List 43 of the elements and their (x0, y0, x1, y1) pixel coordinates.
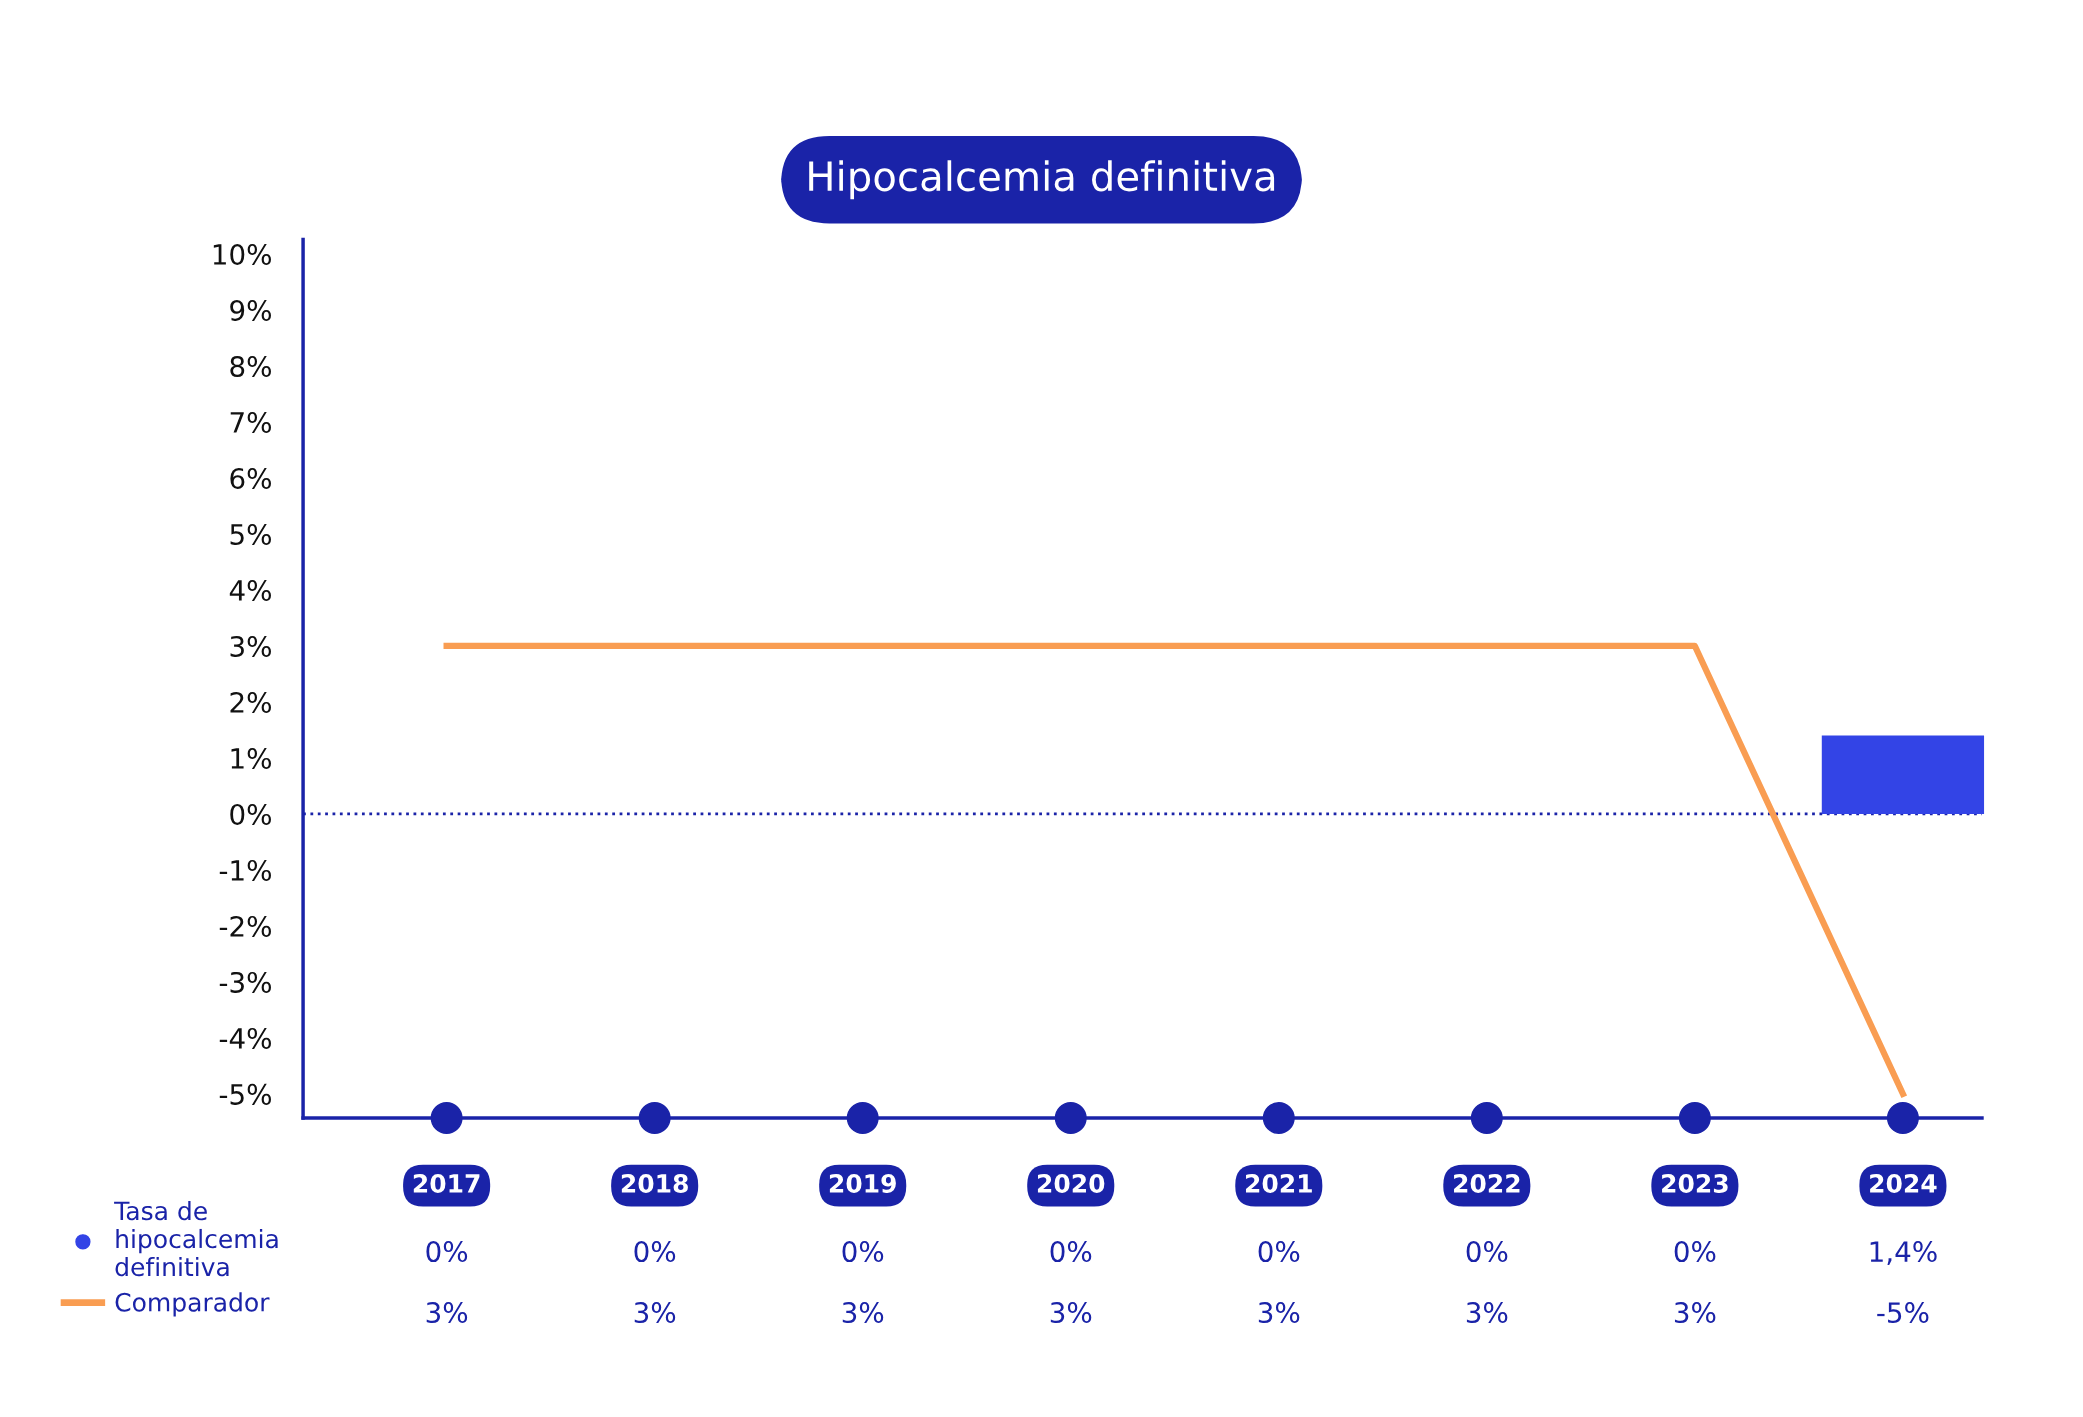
y-tick-label: 7% (230, 411, 271, 433)
data-label: 0% (1050, 1241, 1092, 1263)
x-tick-label: 2020 (1037, 1174, 1105, 1193)
data-label: 3% (842, 1302, 884, 1324)
x-tick-label: 2023 (1662, 1174, 1728, 1193)
data-label: 1,4% (1870, 1241, 1937, 1265)
y-tick-label: 0% (230, 803, 271, 825)
data-label: 0% (842, 1241, 884, 1263)
y-tick-label: 8% (230, 355, 271, 377)
data-label: 3% (1674, 1302, 1716, 1324)
data-label: 0% (1466, 1241, 1508, 1263)
y-tick-label: -5% (219, 1083, 271, 1105)
chart-title: Hipocalcemia definitiva (809, 160, 1275, 200)
y-tick-label: 4% (229, 579, 271, 601)
data-label: 3% (1258, 1302, 1300, 1324)
y-tick-label: -2% (219, 915, 271, 937)
data-label: 0% (1258, 1241, 1300, 1263)
data-label: 3% (426, 1302, 468, 1324)
y-tick-label: 5% (230, 523, 271, 545)
x-tick-label: 2017 (413, 1174, 480, 1193)
x-tick-label: 2019 (829, 1174, 896, 1193)
data-label: 3% (634, 1302, 676, 1324)
y-tick-label: 2% (230, 691, 271, 713)
y-tick-label: 9% (230, 299, 271, 321)
data-label: 0% (634, 1241, 676, 1263)
y-tick-label: -3% (219, 971, 271, 993)
x-tick-label: 2022 (1454, 1174, 1520, 1193)
data-label: 3% (1050, 1302, 1092, 1324)
legend-label: Comparador (115, 1292, 270, 1317)
y-tick-label: 10% (213, 243, 271, 265)
y-tick-label: -1% (219, 859, 271, 881)
data-label: -5% (1877, 1302, 1929, 1324)
data-label: 0% (1674, 1241, 1716, 1263)
data-label: 3% (1466, 1302, 1508, 1324)
data-label: 0% (426, 1241, 468, 1263)
y-tick-label: -4% (219, 1027, 271, 1049)
y-tick-label: 1% (231, 747, 271, 769)
x-tick-label: 2021 (1245, 1174, 1312, 1193)
y-tick-label: 3% (230, 635, 271, 657)
x-tick-label: 2024 (1870, 1174, 1937, 1193)
y-tick-label: 6% (230, 467, 271, 489)
legend-label: Tasa de hipocalcemia definitiva (114, 1200, 278, 1277)
x-tick-label: 2018 (621, 1174, 688, 1193)
